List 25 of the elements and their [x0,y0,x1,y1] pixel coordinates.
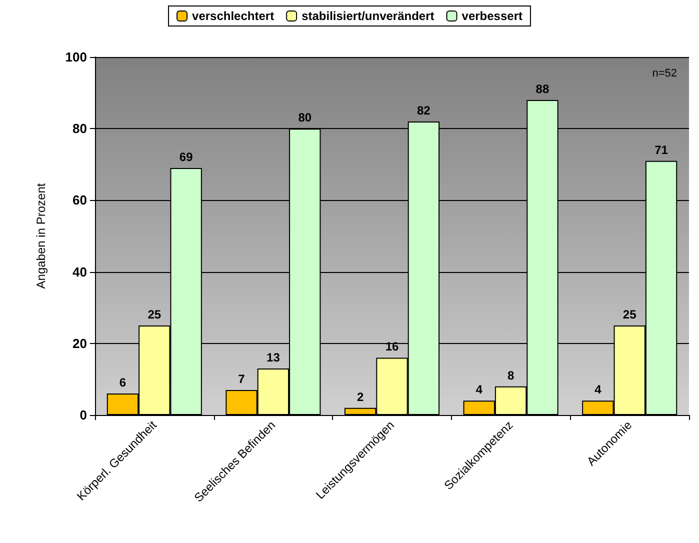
y-tick-label: 100 [65,50,87,64]
y-tick-label: 60 [72,192,87,208]
data-label: 6 [119,376,126,390]
data-label: 82 [417,103,431,118]
data-label: 25 [622,308,637,322]
data-label: 25 [148,308,162,322]
y-axis-title: Angaben in Prozent [34,182,48,289]
data-label: 13 [266,350,280,364]
data-label: 88 [536,82,550,96]
data-label: 2 [356,390,364,404]
data-label: 8 [507,368,514,382]
y-tick-label: 20 [72,336,87,351]
data-label: 71 [654,142,668,157]
y-tick-label: 40 [72,264,87,280]
annotation: n=52 [652,68,678,80]
legend-label: verbessert [462,9,522,23]
data-label: 4 [594,382,602,397]
data-label: 7 [238,372,246,386]
y-tick-label: 0 [80,408,87,422]
legend-label: stabilisiert/unverändert [302,9,434,23]
legend-label: verschlechtert [192,9,274,23]
data-label: 69 [179,150,194,164]
data-label: 80 [298,110,312,125]
data-label: 4 [476,382,483,397]
y-tick-label: 80 [72,121,87,136]
